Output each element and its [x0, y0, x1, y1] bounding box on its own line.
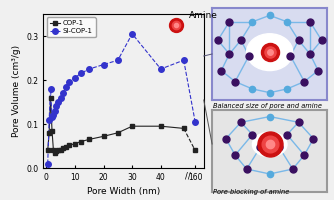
Text: Pore blocking of amine: Pore blocking of amine — [213, 189, 290, 195]
Text: Amine: Amine — [189, 10, 217, 20]
Legend: COP-1, SI-COP-1: COP-1, SI-COP-1 — [47, 17, 96, 37]
Y-axis label: Pore Volume (cm³/g): Pore Volume (cm³/g) — [12, 45, 21, 137]
Text: //: // — [185, 171, 191, 180]
Circle shape — [246, 34, 293, 71]
Circle shape — [253, 132, 287, 157]
X-axis label: Pore Width (nm): Pore Width (nm) — [87, 187, 160, 196]
Text: Balanced size of pore and amine: Balanced size of pore and amine — [213, 103, 322, 109]
